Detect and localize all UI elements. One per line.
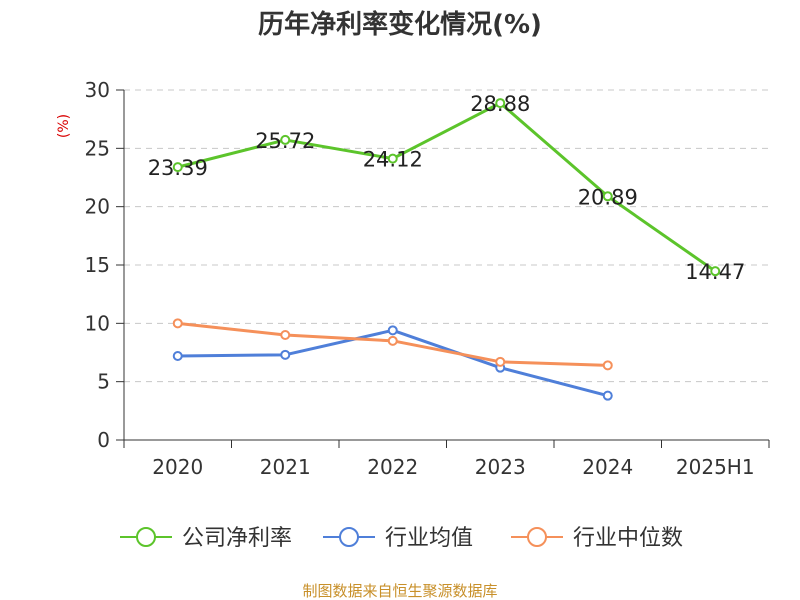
data-point — [172, 351, 183, 361]
y-tick-label: 5 — [97, 370, 110, 394]
data-label: 14.47 — [685, 260, 745, 284]
data-point — [495, 98, 506, 109]
x-tick-label: 2025H1 — [676, 455, 755, 479]
axes — [116, 89, 770, 448]
data-point — [387, 325, 398, 336]
data-point — [387, 153, 398, 164]
legend-swatch-marker — [527, 527, 547, 547]
y-axis-unit-label: (%) — [56, 114, 72, 138]
x-tick-label: 2021 — [260, 455, 311, 479]
x-tick-labels: 2020 2021 2022 2023 2024 2025H1 — [152, 455, 754, 479]
y-tick-label: 20 — [85, 195, 110, 219]
data-label: 28.88 — [470, 92, 530, 116]
data-point — [710, 266, 721, 277]
legend-label: 公司净利率 — [182, 526, 292, 551]
legend-label: 行业均值 — [385, 526, 473, 551]
data-point — [280, 330, 291, 340]
x-tick-label: 2022 — [367, 455, 418, 479]
y-tick-label: 30 — [85, 78, 110, 102]
x-tick-label: 2020 — [152, 455, 203, 479]
data-label: 20.89 — [578, 185, 638, 209]
legend-label: 行业中位数 — [573, 526, 683, 551]
x-tick-label: 2024 — [582, 455, 633, 479]
y-tick-labels: 0 5 10 15 20 25 30 — [85, 78, 110, 452]
data-point — [495, 356, 506, 367]
data-point — [602, 360, 613, 371]
series-line-0 — [177, 101, 717, 273]
y-tick-label: 15 — [85, 253, 110, 277]
data-point — [602, 390, 613, 401]
legend: 公司净利率 行业均值 行业中位数 — [120, 526, 683, 551]
data-point — [280, 134, 291, 145]
x-tick-label: 2023 — [475, 455, 526, 479]
data-label: 25.72 — [255, 129, 315, 153]
source-note: 制图数据来自恒生聚源数据库 — [302, 582, 497, 600]
y-tick-label: 25 — [85, 136, 110, 160]
data-label: 24.12 — [363, 148, 423, 172]
y-tick-label: 0 — [97, 428, 110, 452]
data-point — [602, 191, 613, 202]
data-point — [387, 335, 398, 346]
data-point — [172, 162, 183, 173]
data-point — [172, 318, 183, 329]
chart-title: 历年净利率变化情况(%) — [258, 9, 542, 40]
data-point — [280, 349, 291, 360]
gridlines — [124, 89, 769, 383]
data-label: 23.39 — [148, 156, 208, 180]
legend-swatch-marker — [136, 527, 156, 547]
series-lines — [172, 98, 721, 401]
data-labels: 23.39 25.72 24.12 28.88 20.89 14.47 — [148, 92, 746, 284]
y-tick-label: 10 — [85, 311, 110, 335]
legend-swatch-marker — [339, 527, 359, 547]
